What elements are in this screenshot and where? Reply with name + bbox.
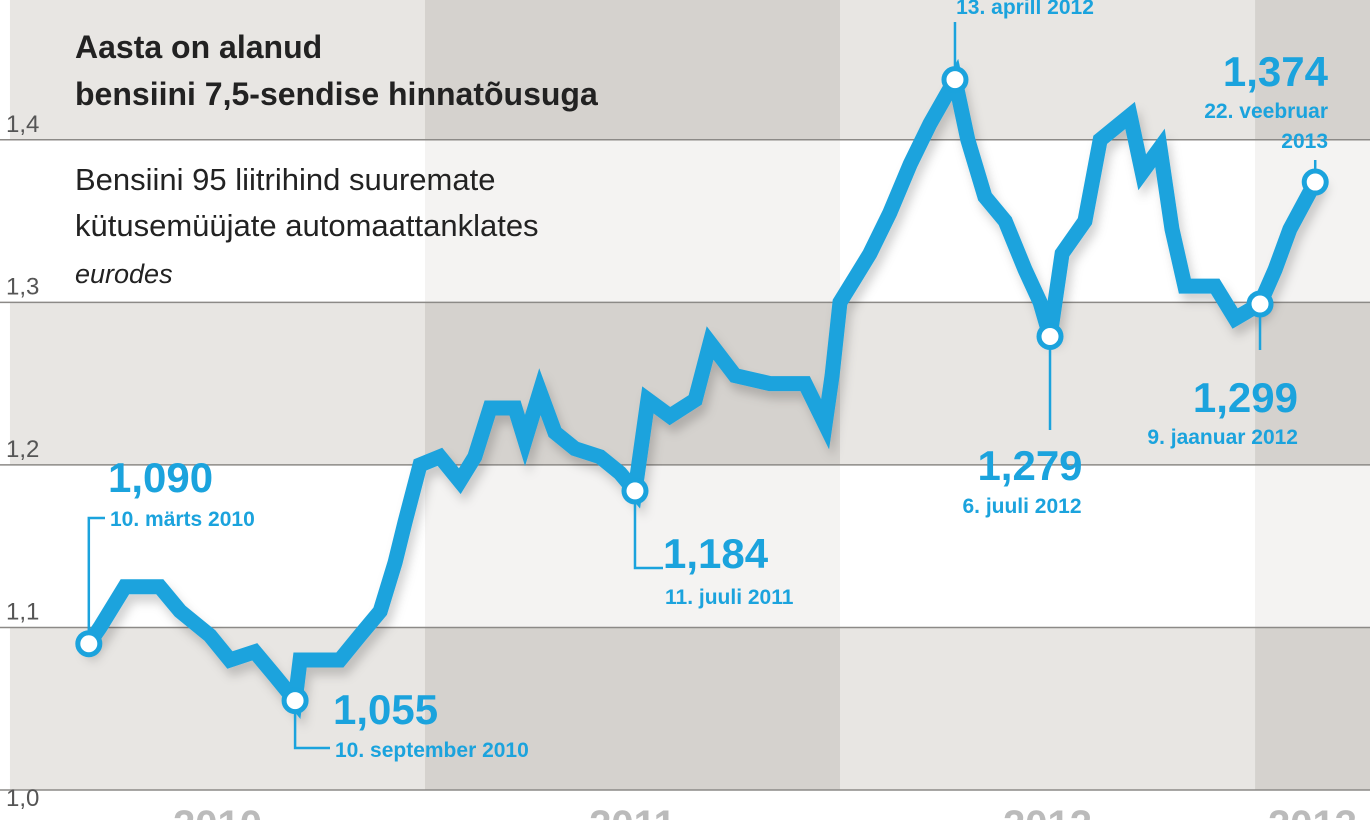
- y-tick-label: 1,0: [6, 785, 39, 812]
- value-label: 1,299: [1193, 374, 1298, 421]
- y-tick-label: 1,4: [6, 111, 39, 138]
- background-band: [840, 627, 1256, 790]
- background-band: [840, 464, 1256, 628]
- date-label: 22. veebruar: [1204, 100, 1328, 123]
- date-label: 6. juuli 2012: [962, 495, 1081, 518]
- background-band: [1255, 302, 1370, 465]
- background-band: [9, 464, 425, 628]
- x-tick-label: 2012: [1003, 803, 1092, 820]
- highlight-point: [75, 630, 103, 658]
- background-band: [9, 0, 425, 140]
- leader-line: [87, 516, 105, 644]
- y-tick-label: 1,1: [6, 598, 39, 625]
- chart-subtitle: kütusemüüjate automaattanklates: [75, 208, 539, 243]
- background-band: [1255, 0, 1370, 140]
- x-tick-label: 2013: [1268, 803, 1357, 820]
- value-label: 1,055: [333, 686, 438, 733]
- date-label: 11. juuli 2011: [665, 586, 794, 609]
- date-label: 9. jaanuar 2012: [1147, 426, 1298, 449]
- chart-title: bensiini 7,5-sendise hinnatõusuga: [75, 76, 598, 112]
- chart-subtitle: Bensiini 95 liitrihind suuremate: [75, 162, 495, 197]
- value-label: 1,279: [977, 442, 1082, 489]
- background-band: [424, 627, 841, 790]
- date-label: 13. aprill 2012: [956, 0, 1094, 19]
- background-band: [840, 0, 1256, 140]
- unit-label: eurodes: [75, 259, 173, 289]
- leader-line: [633, 490, 663, 570]
- date-label: 10. märts 2010: [110, 508, 255, 531]
- background-band: [9, 302, 425, 465]
- leader-line: [293, 700, 330, 750]
- x-tick-label: 2010: [173, 803, 262, 820]
- date-label: 10. september 2010: [335, 739, 529, 762]
- background-band: [424, 139, 841, 303]
- highlight-point: [1301, 168, 1329, 196]
- x-tick-label: 2011: [589, 803, 676, 820]
- value-label: 1,090: [108, 454, 213, 501]
- highlight-point: [1246, 290, 1274, 318]
- highlight-point: [281, 687, 309, 715]
- highlight-point: [621, 477, 649, 505]
- price-line: [78, 58, 1326, 719]
- background-band: [424, 0, 841, 140]
- background-band: [1255, 627, 1370, 790]
- y-tick-label: 1,2: [6, 436, 39, 463]
- highlight-point: [941, 66, 969, 94]
- background-band: [9, 139, 425, 303]
- background-band: [1255, 464, 1370, 628]
- value-label: 1,374: [1223, 48, 1329, 95]
- highlight-point: [1036, 322, 1064, 350]
- chart-title: Aasta on alanud: [75, 29, 322, 65]
- value-label: 1,184: [663, 530, 769, 577]
- date-label: 2013: [1281, 130, 1328, 153]
- y-tick-label: 1,3: [6, 273, 39, 300]
